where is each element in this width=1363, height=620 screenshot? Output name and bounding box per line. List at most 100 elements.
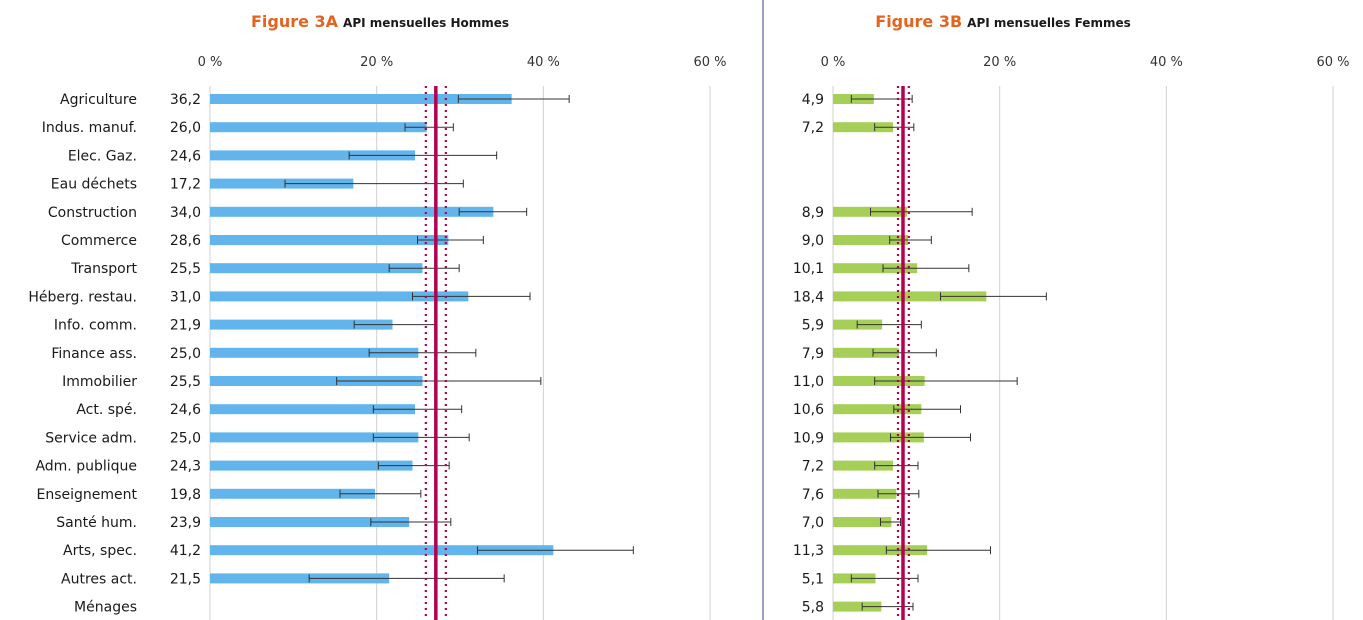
value-label: 28,6: [170, 233, 201, 249]
bar: [833, 404, 922, 415]
x-tick-label: 20 %: [983, 55, 1016, 70]
category-label: Indus. manuf.: [42, 120, 137, 136]
value-label: 4,9: [802, 92, 824, 108]
x-tick-label: 40 %: [527, 55, 560, 70]
bar: [210, 122, 427, 133]
category-label: Ménages: [74, 600, 137, 616]
value-label: 24,3: [170, 459, 201, 475]
category-label: Finance ass.: [51, 346, 137, 362]
value-label: 7,9: [802, 346, 824, 362]
men-chart-title: Figure 3A API mensuelles Hommes: [251, 12, 509, 31]
category-label: Enseignement: [36, 487, 137, 503]
value-label: 5,9: [802, 318, 824, 334]
category-label: Transport: [70, 261, 137, 277]
value-label: 8,9: [802, 205, 824, 221]
value-label: 21,5: [170, 571, 201, 587]
category-label: Adm. publique: [35, 459, 137, 475]
value-label: 24,6: [170, 148, 201, 164]
value-label: 10,6: [793, 402, 824, 418]
bar: [210, 517, 410, 527]
figure-title: API mensuelles Hommes: [343, 16, 509, 30]
women-chart-panel: Figure 3B API mensuelles Femmes 0 % 20 % 40 …: [793, 12, 1350, 620]
bar: [833, 347, 899, 358]
category-label: Act. spé.: [76, 402, 137, 418]
women-chart-title: Figure 3B API mensuelles Femmes: [875, 12, 1130, 31]
category-label: Autres act.: [61, 571, 137, 587]
value-label: 31,0: [170, 289, 201, 305]
bar: [210, 573, 390, 584]
bar: [210, 347, 419, 358]
x-tick-label: 60 %: [1316, 55, 1349, 70]
bar: [210, 488, 375, 499]
value-label: 25,0: [170, 346, 201, 362]
x-tick-label: 0 %: [821, 55, 846, 70]
bar: [833, 488, 897, 499]
value-label: 24,6: [170, 402, 201, 418]
bar: [210, 206, 494, 217]
value-label: 34,0: [170, 205, 201, 221]
value-label: 19,8: [170, 487, 201, 503]
category-label: Santé hum.: [56, 515, 137, 531]
bar: [210, 545, 554, 556]
bar: [833, 235, 908, 245]
bar: [210, 432, 419, 443]
bar: [833, 432, 924, 443]
value-label: 11,0: [793, 374, 824, 390]
value-label: 17,2: [170, 177, 201, 193]
category-label: Construction: [48, 205, 137, 221]
bar: [210, 150, 415, 161]
bar: [210, 376, 423, 386]
value-label: 18,4: [793, 289, 824, 305]
value-label: 9,0: [802, 233, 824, 249]
bar: [833, 460, 893, 471]
value-label: 36,2: [170, 92, 201, 108]
x-tick-label: 0 %: [198, 55, 223, 70]
figure-label: Figure 3B: [875, 12, 962, 31]
value-label: 41,2: [170, 543, 201, 559]
bar: [210, 235, 449, 245]
value-label: 25,0: [170, 430, 201, 446]
figure-title: API mensuelles Femmes: [967, 16, 1131, 30]
category-label: Commerce: [61, 233, 137, 249]
value-label: 7,2: [802, 459, 824, 475]
bar: [833, 545, 928, 556]
bar: [210, 319, 393, 330]
value-label: 5,1: [802, 571, 824, 587]
value-label: 21,9: [170, 318, 201, 334]
bar: [210, 94, 512, 104]
category-label: Eau déchets: [51, 177, 137, 193]
category-label: Immobilier: [62, 374, 137, 390]
value-label: 10,1: [793, 261, 824, 277]
bar: [210, 178, 354, 189]
category-label: Arts, spec.: [63, 543, 137, 559]
value-label: 23,9: [170, 515, 201, 531]
x-tick-label: 60 %: [693, 55, 726, 70]
value-label: 7,0: [802, 515, 824, 531]
bar: [833, 601, 882, 612]
bar: [833, 517, 892, 527]
bar: [210, 460, 413, 471]
men-chart-panel: Figure 3A API mensuelles Hommes 0 % 20 % 40 …: [28, 12, 727, 620]
value-label: 25,5: [170, 261, 201, 277]
value-label: 7,6: [802, 487, 824, 503]
bar: [210, 291, 469, 302]
value-label: 10,9: [793, 430, 824, 446]
value-label: 7,2: [802, 120, 824, 136]
value-label: 11,3: [793, 543, 824, 559]
category-label: Agriculture: [60, 92, 137, 108]
category-label: Service adm.: [45, 430, 137, 446]
x-tick-label: 20 %: [360, 55, 393, 70]
bar: [210, 263, 423, 274]
value-label: 5,8: [802, 600, 824, 616]
bar: [833, 263, 918, 274]
category-label: Héberg. restau.: [28, 289, 137, 305]
value-label: 25,5: [170, 374, 201, 390]
bar: [210, 404, 415, 415]
figure-label: Figure 3A: [251, 12, 339, 31]
bar: [833, 122, 893, 133]
category-label: Info. comm.: [54, 318, 137, 334]
category-label: Elec. Gaz.: [68, 148, 137, 164]
value-label: 26,0: [170, 120, 201, 136]
x-tick-label: 40 %: [1150, 55, 1183, 70]
